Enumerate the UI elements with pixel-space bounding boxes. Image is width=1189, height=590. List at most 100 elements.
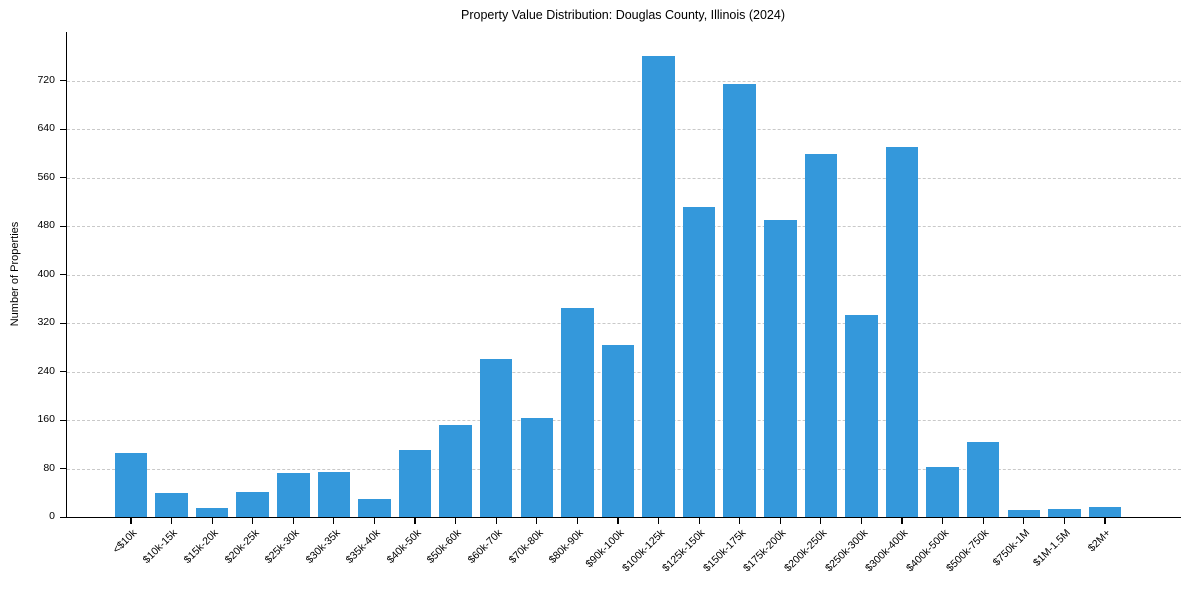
x-tick-label: $175k-200k <box>741 527 789 575</box>
bar <box>277 473 310 517</box>
bar <box>845 315 878 517</box>
x-tick-mark <box>333 517 335 524</box>
bar <box>317 471 351 517</box>
y-tick-label: 640 <box>37 122 55 134</box>
bar <box>195 507 229 517</box>
gridline-y-720 <box>67 80 1181 82</box>
bar <box>479 359 513 517</box>
x-tick-mark <box>820 517 822 524</box>
bar <box>885 147 919 517</box>
x-tick-mark <box>1104 517 1106 524</box>
x-tick-mark <box>901 517 903 524</box>
x-tick-label: $35k-40k <box>343 527 383 567</box>
y-tick-label: 240 <box>37 364 55 377</box>
y-tick-mark <box>60 225 67 227</box>
bar <box>764 219 797 517</box>
y-tick-label: 0 <box>49 510 55 522</box>
y-tick-mark <box>60 177 67 179</box>
x-tick-mark <box>698 517 700 524</box>
x-tick-mark <box>170 517 173 524</box>
x-tick-label: $80k-90k <box>546 527 586 567</box>
chart-title: Property Value Distribution: Douglas Cou… <box>461 8 785 22</box>
x-tick-mark <box>617 517 619 524</box>
x-tick-mark <box>1023 517 1025 524</box>
bar <box>926 467 959 517</box>
x-tick-mark <box>211 517 213 524</box>
x-tick-label: $90k-100k <box>583 527 627 571</box>
bar <box>1007 509 1040 517</box>
bar <box>520 417 554 517</box>
x-tick-label: $50k-60k <box>425 527 465 567</box>
x-tick-mark <box>576 517 578 524</box>
x-tick-label: $300k-400k <box>863 527 911 575</box>
gridline-y-480 <box>67 226 1181 227</box>
x-tick-label: $750k-1M <box>990 527 1033 569</box>
x-tick-mark <box>414 517 416 524</box>
bar <box>601 344 635 517</box>
y-tick-label: 560 <box>37 170 55 183</box>
y-tick-label: 720 <box>37 73 55 86</box>
x-tick-mark <box>536 517 538 524</box>
y-tick-label: 160 <box>37 413 55 425</box>
bar <box>682 207 716 517</box>
x-tick-label: $150k-175k <box>700 527 749 575</box>
plot-area: 0 80 160 240 320 400 480 560 640 720 <$10k $10k-15k… <box>37 32 1181 574</box>
y-tick-label: 400 <box>37 267 55 280</box>
y-tick-mark <box>60 128 67 130</box>
x-tick-label: $1M-1.5M <box>1030 527 1073 569</box>
x-tick-label: $20k-25k <box>222 527 262 567</box>
x-tick-label: $15k-20k <box>181 527 221 567</box>
x-tick-mark <box>292 517 294 524</box>
bar <box>358 498 391 517</box>
y-axis-label: Number of Properties <box>9 221 21 327</box>
x-tick-mark <box>982 517 984 524</box>
bar <box>804 154 838 517</box>
x-tick-mark <box>860 517 863 524</box>
bar <box>398 450 432 517</box>
x-tick-mark <box>942 517 944 524</box>
y-tick-label: 480 <box>37 219 55 231</box>
bar <box>561 307 594 517</box>
bar <box>1088 506 1122 517</box>
x-tick-label: $10k-15k <box>141 527 181 567</box>
bar <box>1048 508 1081 517</box>
y-tick-label: 320 <box>37 316 55 328</box>
y-tick-mark <box>60 419 67 421</box>
x-tick-label: $2M+ <box>1086 527 1114 555</box>
x-tick-label: <$10k <box>110 527 140 556</box>
y-tick-mark <box>60 322 67 324</box>
x-tick-label: $25k-30k <box>262 527 302 567</box>
x-tick-mark <box>739 517 741 524</box>
y-tick-mark <box>60 80 67 82</box>
x-tick-mark <box>455 517 457 524</box>
x-tick-label: $100k-125k <box>619 527 668 575</box>
y-tick-mark <box>60 468 67 470</box>
x-tick-mark <box>252 517 254 524</box>
gridline-y-560 <box>67 177 1181 179</box>
bar <box>642 56 675 517</box>
x-tick-label: $500k-750k <box>944 527 992 575</box>
gridline-y-400 <box>67 274 1181 276</box>
bar <box>236 491 269 517</box>
bar <box>114 453 148 517</box>
x-tick-label: $125k-150k <box>660 527 708 575</box>
y-tick-mark <box>60 371 67 373</box>
x-tick-label: $200k-250k <box>782 527 830 575</box>
x-tick-mark <box>373 517 376 524</box>
x-tick-label: $60k-70k <box>465 527 505 567</box>
x-tick-label: $40k-50k <box>384 527 424 567</box>
bar <box>155 492 188 517</box>
x-tick-label: $400k-500k <box>903 527 952 575</box>
gridline-y-320 <box>67 323 1181 324</box>
gridline-y-640 <box>67 129 1181 130</box>
x-tick-label: $70k-80k <box>506 527 546 567</box>
x-tick-mark <box>657 517 660 524</box>
y-tick-mark <box>60 516 67 518</box>
x-tick-label: $250k-300k <box>822 527 870 575</box>
y-tick-label: 80 <box>43 461 55 474</box>
y-tick-mark <box>60 274 67 276</box>
bar <box>439 424 472 517</box>
bar <box>723 84 756 517</box>
x-tick-mark <box>779 517 781 524</box>
